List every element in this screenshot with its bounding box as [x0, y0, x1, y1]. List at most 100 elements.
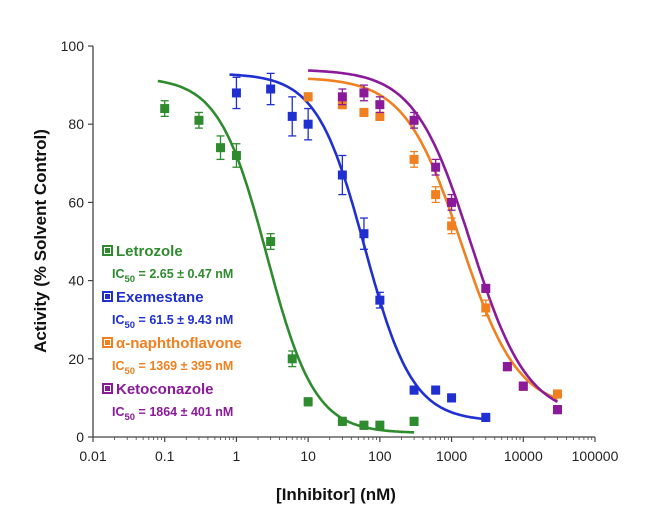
data-point: [431, 385, 441, 395]
point-marker: [216, 143, 226, 153]
point-marker: [447, 221, 457, 231]
point-marker: [481, 283, 491, 293]
point-marker: [337, 170, 347, 180]
point-marker: [266, 84, 276, 94]
y-tick-label: 80: [68, 116, 84, 132]
legend-label: Letrozole: [116, 243, 183, 260]
point-marker: [375, 111, 385, 121]
point-marker: [375, 100, 385, 110]
data-point: [375, 96, 385, 114]
point-marker: [359, 88, 369, 98]
data-point: [409, 150, 419, 168]
x-tick-label: 1000: [436, 448, 467, 464]
data-point: [303, 397, 313, 407]
point-marker: [409, 115, 419, 125]
point-marker: [231, 150, 241, 160]
data-point: [518, 381, 528, 391]
data-point: [431, 158, 441, 176]
legend-ic50-value: = 2.65 ± 0.47 nM: [135, 267, 233, 281]
data-point: [194, 111, 204, 129]
point-marker: [359, 107, 369, 117]
ticks: 0.01 0.1 1 10 100 1000 10000 100000 0 20 40 60 80 100: [61, 38, 619, 464]
data-point: [502, 362, 512, 372]
legend-label: Ketoconazole: [116, 381, 214, 398]
data-point: [359, 420, 369, 430]
data-point: [409, 111, 419, 129]
x-tick-label: 10000: [504, 448, 543, 464]
legend-swatch-fill: [105, 248, 110, 253]
point-marker: [409, 385, 419, 395]
point-marker: [337, 92, 347, 102]
legend-label: α-naphthoflavone: [116, 335, 242, 352]
point-marker: [337, 416, 347, 426]
data-point: [481, 283, 491, 293]
point-marker: [287, 354, 297, 364]
data-point: [431, 186, 441, 204]
data-point: [481, 412, 491, 423]
point-marker: [553, 405, 563, 415]
data-point: [553, 405, 563, 415]
fit-curve-series-0: [157, 79, 415, 434]
legend-ic50: IC50 = 2.65 ± 0.47 nM: [112, 267, 233, 285]
data-point: [375, 420, 385, 430]
x-tick-label: 0.01: [79, 448, 106, 464]
legend-ic50: IC50 = 61.5 ± 9.43 nM: [112, 313, 233, 331]
data-point: [160, 100, 170, 118]
legend-ic50: IC50 = 1369 ± 395 nM: [112, 359, 233, 377]
y-tick-label: 0: [76, 429, 84, 445]
legend-ic50-value: = 61.5 ± 9.43 nM: [135, 313, 233, 327]
point-marker: [303, 92, 313, 102]
fit-curve-series-1: [229, 73, 486, 421]
data-point: [447, 217, 457, 235]
data-point: [375, 111, 385, 121]
point-marker: [481, 412, 491, 422]
data-point: [375, 291, 385, 309]
point-marker: [431, 385, 441, 395]
legend-swatch-fill: [105, 340, 110, 345]
data-point: [231, 76, 241, 110]
data-point: [359, 217, 369, 250]
data-point: [287, 96, 297, 137]
data-point: [553, 389, 563, 399]
data-point: [481, 299, 491, 317]
data-point: [303, 107, 313, 141]
point-marker: [231, 88, 241, 98]
axes: [92, 46, 595, 438]
fit-curves: [157, 69, 559, 434]
x-tick-label: 10: [300, 448, 316, 464]
point-marker: [409, 154, 419, 164]
point-marker: [287, 111, 297, 121]
data-point: [447, 193, 457, 211]
legend-swatch-fill: [105, 294, 110, 299]
point-marker: [303, 119, 313, 129]
data-point: [266, 233, 276, 250]
legend-swatch: [102, 291, 113, 302]
fit-curve-series-2: [308, 77, 558, 401]
point-marker: [518, 381, 528, 391]
point-marker: [359, 229, 369, 239]
point-marker: [447, 197, 457, 207]
y-axis-title: Activity (% Solvent Control): [31, 129, 50, 353]
x-tick-label: 0.1: [155, 448, 175, 464]
data-point: [337, 416, 347, 426]
legend-swatch: [102, 383, 113, 394]
data-point: [303, 92, 313, 102]
data-point: [266, 72, 276, 106]
point-marker: [481, 303, 491, 313]
y-tick-label: 100: [61, 38, 85, 54]
data-point: [409, 416, 419, 426]
point-marker: [303, 397, 313, 407]
data-point: [287, 350, 297, 368]
legend-ic50-value: = 1369 ± 395 nM: [135, 359, 233, 373]
data-point: [337, 88, 347, 106]
point-marker: [553, 389, 563, 399]
legend-swatch-fill: [105, 386, 110, 391]
point-marker: [160, 104, 170, 114]
data-points: [160, 72, 563, 430]
data-point: [359, 84, 369, 102]
legend-ic50-value: = 1864 ± 401 nM: [135, 405, 233, 419]
data-point: [216, 135, 226, 161]
data-point: [359, 107, 369, 118]
x-tick-label: 100: [368, 448, 392, 464]
